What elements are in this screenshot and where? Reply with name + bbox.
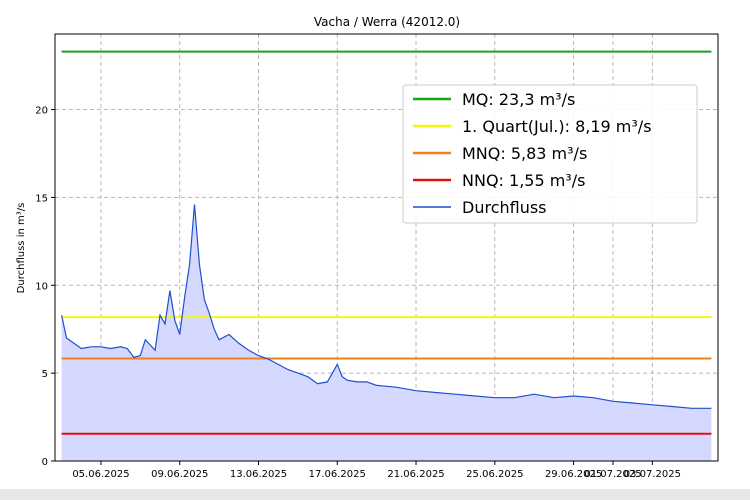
x-tick-label: 25.06.2025 [466,469,523,480]
x-tick-label: 05.06.2025 [72,469,129,480]
series-line-durchfluss [61,204,712,409]
legend-label: MQ: 23,3 m³/s [462,90,575,109]
reference-lines-layer [61,50,712,435]
y-tick-label: 15 [35,193,48,204]
legend-label: Durchfluss [462,198,547,217]
x-tick-label: 29.06.2025 [545,469,602,480]
x-tick-label: 21.06.2025 [387,469,444,480]
x-tick-label: 03.07.2025 [624,469,681,480]
plot-frame [54,33,719,462]
legend-label: 1. Quart(Jul.): 8,19 m³/s [462,117,652,136]
x-axis: 05.06.2025 09.06.2025 13.06.2025 17.06.2025… [72,461,681,480]
x-tick-label: 09.06.2025 [151,469,208,480]
y-tick-label: 5 [42,369,48,380]
x-tick-label: 13.06.2025 [230,469,287,480]
legend-label: NNQ: 1,55 m³/s [462,171,585,190]
chart-title: Vacha / Werra (42012.0) [314,15,460,29]
x-tick-label: 01.07.2025 [584,469,641,480]
y-tick-label: 0 [42,457,48,468]
y-tick-label: 10 [35,281,48,292]
legend: MQ: 23,3 m³/s 1. Quart(Jul.): 8,19 m³/s MN… [402,84,698,224]
x-tick-label: 17.06.2025 [309,469,366,480]
window-bottom-bar [0,489,750,500]
y-axis-label: Durchfluss in m³/s [16,203,27,294]
series-layer [61,204,712,409]
legend-box [402,84,698,224]
y-axis: 0 5 10 15 20 [35,106,55,468]
legend-label: MNQ: 5,83 m³/s [462,144,587,163]
y-tick-label: 20 [35,106,48,117]
